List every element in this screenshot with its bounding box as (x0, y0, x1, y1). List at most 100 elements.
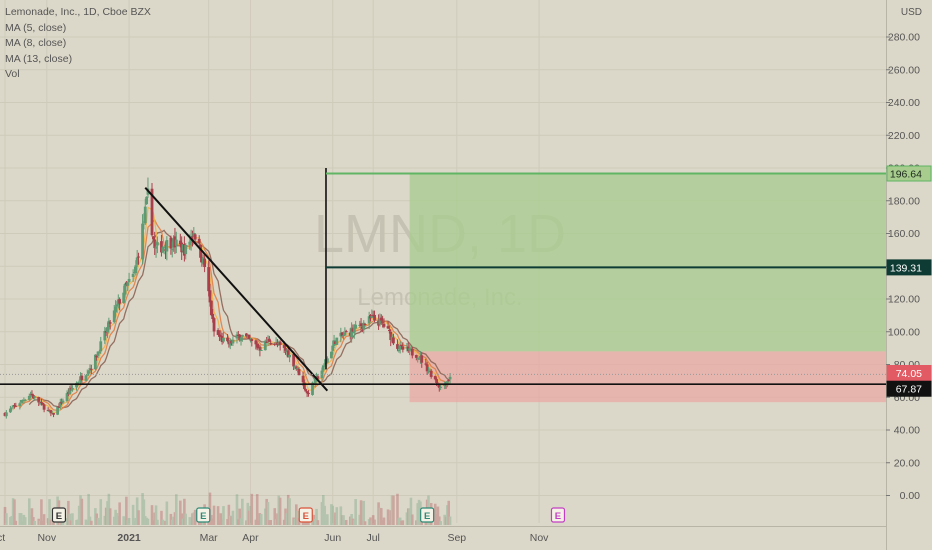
volume-bar (71, 513, 74, 525)
volume-bar (392, 495, 395, 525)
time-axis-label: Oct (0, 532, 5, 544)
volume-bar (254, 519, 258, 525)
volume-bar (192, 512, 196, 525)
volume-bar (41, 520, 45, 525)
volume-bar (21, 521, 24, 525)
volume-bar (226, 519, 229, 525)
volume-bar (296, 510, 299, 525)
volume-bar (323, 505, 326, 525)
candle-body (40, 401, 43, 403)
candle-body (178, 240, 182, 245)
volume-bar (222, 506, 225, 525)
volume-bar (238, 508, 241, 525)
volume-bar (351, 518, 355, 525)
volume-bar (273, 508, 277, 525)
volume-bar (230, 516, 233, 525)
candle-body (169, 237, 173, 249)
volume-bar (265, 498, 268, 525)
volume-bar (125, 496, 128, 525)
volume-bar (122, 516, 125, 525)
candle-body (387, 329, 391, 332)
candle-body (329, 351, 333, 359)
candle-body (311, 382, 314, 395)
candle-body (424, 363, 428, 365)
volume-bar (285, 513, 289, 525)
symbol-title[interactable]: Lemonade, Inc., 1D, Cboe BZX (5, 6, 151, 18)
volume-bar (269, 519, 272, 525)
candle-body (344, 331, 348, 333)
currency-label: USD (900, 7, 922, 18)
volume-bar (160, 510, 163, 525)
earnings-marker-box (298, 507, 313, 523)
candle-body (323, 363, 327, 365)
candle-body (114, 306, 117, 312)
indicator-ma13[interactable]: MA (13, close) (5, 52, 73, 65)
volume-bar (180, 513, 183, 525)
volume-bar (38, 520, 42, 525)
volume-bar (382, 517, 386, 525)
volume-bar (165, 501, 169, 525)
indicator-volume[interactable]: Vol (5, 68, 20, 80)
indicator-ma8[interactable]: MA (8, close) (5, 37, 67, 49)
time-axis[interactable]: Oct Nov 2021 Mar Apr Jun Jul Sep Nov (0, 532, 549, 544)
candle-body (259, 349, 263, 351)
indicator-ma5[interactable]: MA (5, close) (5, 21, 67, 34)
volume-bar (334, 512, 337, 525)
candle-body (292, 354, 296, 367)
volume-bar (437, 516, 441, 525)
volume-bar (330, 504, 333, 525)
candle-body (296, 368, 300, 370)
candle-body (71, 387, 74, 390)
price-axis-label: 180.00 (888, 195, 920, 207)
volume-bar (211, 518, 214, 525)
volume-bar (343, 520, 347, 525)
candle-body (340, 332, 344, 336)
candle-body (439, 386, 443, 388)
volume-bar (184, 513, 188, 525)
volume-bar (409, 497, 413, 525)
volume-bar (335, 507, 339, 525)
volume-bar (324, 521, 328, 525)
candle-body (199, 244, 202, 258)
earnings-marker-2020-11-10[interactable]: E (51, 507, 67, 523)
candle-body (297, 369, 301, 376)
volume-bar (339, 506, 343, 525)
earnings-marker-2021-11-15[interactable]: E (550, 507, 566, 523)
volume-bar (218, 520, 221, 525)
volume-bar (439, 521, 442, 525)
candle-body (30, 393, 34, 396)
volume-bar (447, 500, 451, 525)
candle-body (13, 405, 16, 407)
volume-bar (123, 518, 127, 525)
candle-body (414, 355, 418, 358)
earnings-marker-2021-08-10[interactable]: E (420, 507, 435, 523)
volume-bar (340, 515, 344, 525)
trendline[interactable] (144, 186, 329, 392)
volume-bar (293, 518, 297, 525)
candle-body (425, 364, 429, 372)
candle-body (160, 241, 163, 253)
candle-body (123, 283, 127, 295)
volume-bar (400, 520, 403, 525)
volume-bar (282, 519, 286, 525)
earnings-marker-2021-02-25[interactable]: E (196, 507, 211, 523)
volume-bar (107, 493, 111, 525)
volume-bar (435, 514, 438, 525)
candle-body (18, 403, 22, 407)
volume-bar (373, 519, 376, 525)
candle-body (359, 323, 363, 326)
volume-bar (10, 515, 14, 525)
volume-bar (96, 517, 100, 525)
candle-body (313, 377, 317, 385)
candle-body (37, 397, 41, 403)
volume-bar (259, 514, 263, 525)
earnings-marker-2021-05-12[interactable]: E (298, 507, 313, 523)
volume-bar (274, 519, 278, 525)
volume-bar (191, 513, 194, 525)
volume-bar (235, 494, 239, 525)
volume-bar (33, 520, 36, 525)
candle-body (10, 407, 14, 409)
volume-bar (390, 495, 394, 525)
candle-body (352, 327, 356, 333)
